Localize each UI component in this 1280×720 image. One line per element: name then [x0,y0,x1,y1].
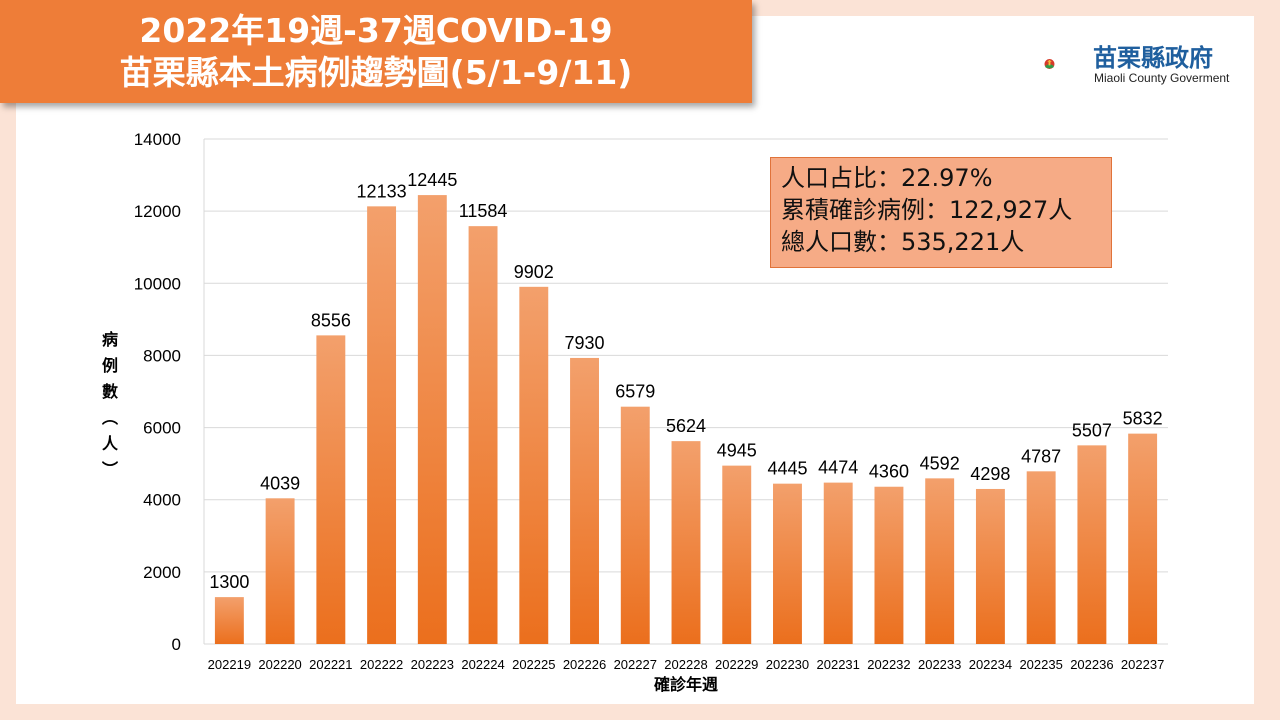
x-tick-label: 202227 [614,657,657,672]
y-tick-label: 0 [172,635,181,654]
bar-202236 [1077,445,1107,644]
bar-value-label: 5624 [666,416,706,436]
bar-202222 [367,206,397,645]
chart-title-line2: 苗栗縣本土病例趨勢圖(5/1-9/11) [119,52,633,92]
bar-value-label: 4592 [920,453,960,473]
bar-202225 [519,286,549,644]
x-tick-label: 202235 [1019,657,1062,672]
x-tick-label: 202236 [1070,657,1113,672]
x-tick-label: 202228 [664,657,707,672]
bar-value-label: 12445 [407,170,457,190]
cumulative-cases: 累積確診病例：122,927人 [781,196,1073,224]
bar-202227 [620,406,650,644]
bar-value-label: 5507 [1072,420,1112,440]
x-tick-label: 202231 [817,657,860,672]
logo-subtitle: Miaoli County Goverment [1094,71,1230,85]
total-population: 總人口數：535,221人 [781,228,1025,256]
y-tick-label: 2000 [143,563,181,582]
y-axis-label: 病例數︵人︶ [102,330,119,479]
x-tick-label: 202221 [309,657,352,672]
y-tick-label: 12000 [134,202,181,221]
bar-202232 [874,486,904,644]
bar-value-label: 4945 [717,441,757,461]
bar-202235 [1026,471,1056,644]
logo-name: 苗栗縣政府 [1093,43,1213,72]
x-tick-label: 202229 [715,657,758,672]
x-tick-label: 202233 [918,657,961,672]
x-tick-label: 202219 [208,657,251,672]
bar-value-label: 7930 [565,333,605,353]
bar-value-label: 4298 [970,464,1010,484]
bar-value-label: 4787 [1021,446,1061,466]
x-tick-label: 202222 [360,657,403,672]
chart-title-line1: 2022年19週-37週COVID-19 [139,10,613,50]
bar-value-label: 9902 [514,262,554,282]
y-tick-label: 4000 [143,491,181,510]
bar-value-label: 4474 [818,458,858,478]
y-tick-label: 10000 [134,274,181,293]
y-tick-label: 8000 [143,346,181,365]
title-banner: 2022年19週-37週COVID-19 苗栗縣本土病例趨勢圖(5/1-9/11… [0,0,752,103]
bar-value-label: 12133 [357,181,407,201]
x-tick-label: 202224 [461,657,504,672]
y-tick-label: 6000 [143,419,181,438]
x-tick-label: 202225 [512,657,555,672]
bar-value-label: 5832 [1123,409,1163,429]
bar-202223 [417,195,447,644]
bar-value-label: 11584 [459,201,508,221]
x-tick-label: 202230 [766,657,809,672]
bar-202231 [823,482,853,644]
bar-202237 [1128,433,1158,644]
x-tick-label: 202232 [867,657,910,672]
bar-202224 [468,226,498,645]
county-logo-icon [1044,58,1055,70]
bar-202230 [773,483,802,644]
x-tick-label: 202234 [969,657,1012,672]
bar-value-label: 4360 [869,462,909,482]
bar-202233 [925,478,955,644]
bar-value-label: 1300 [209,572,249,592]
x-axis-label: 確診年週 [654,675,718,694]
bar-202229 [722,465,752,644]
bar-202221 [316,335,346,644]
bar-value-label: 8556 [311,310,351,330]
y-tick-label: 14000 [134,130,181,149]
bar-value-label: 4039 [260,473,300,493]
bar-value-label: 6579 [615,382,655,402]
statistics-box: 人口占比：22.97% 累積確診病例：122,927人 總人口數：535,221… [770,157,1112,268]
bar-202219 [214,597,244,644]
x-tick-label: 202226 [563,657,606,672]
bar-202220 [265,498,295,644]
bar-value-label: 4445 [767,459,807,479]
bar-202234 [975,488,1005,644]
population-ratio: 人口占比：22.97% [781,164,993,192]
bar-202226 [570,357,599,644]
x-tick-label: 202220 [258,657,301,672]
x-tick-label: 202223 [411,657,454,672]
bar-202228 [671,441,701,644]
x-tick-label: 202237 [1121,657,1164,672]
